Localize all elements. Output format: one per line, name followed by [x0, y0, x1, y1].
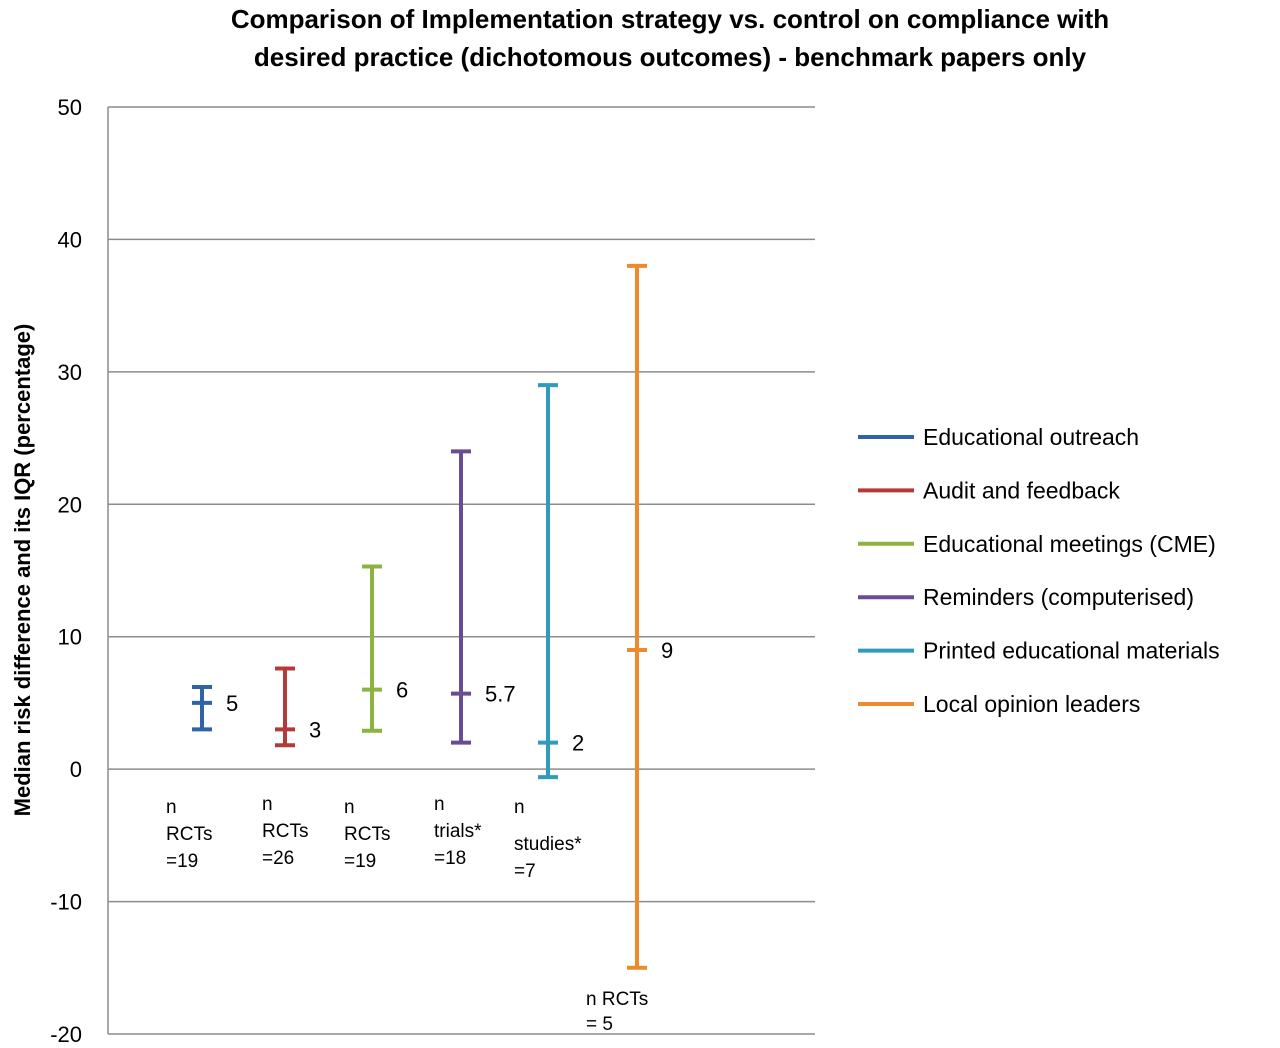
legend-label: Printed educational materials — [923, 638, 1220, 664]
sample-size-label: n — [166, 797, 177, 818]
median-value-label: 5 — [226, 691, 238, 716]
legend-label: Educational outreach — [923, 424, 1139, 450]
median-value-label: 6 — [396, 678, 408, 703]
y-tick-label: 50 — [58, 95, 82, 120]
median-value-label: 5.7 — [485, 682, 516, 707]
y-tick-label: 10 — [58, 625, 82, 650]
error-bar-4: 5.7 n trials* =18 — [434, 449, 516, 869]
error-bar-6: 9 n RCTs = 5 — [586, 263, 673, 1035]
legend-item: Educational meetings (CME) — [858, 531, 1216, 557]
y-tick-label: -20 — [50, 1022, 82, 1047]
y-tick-label: 20 — [58, 492, 82, 517]
legend-item: Audit and feedback — [858, 477, 1120, 503]
error-bar-2: 3 n RCTs =26 — [262, 666, 321, 869]
sample-size-label: = 5 — [586, 1014, 613, 1035]
sample-size-label: studies* — [514, 834, 582, 855]
y-tick-label: 0 — [70, 757, 82, 782]
y-tick-label: 30 — [58, 360, 82, 385]
legend-item: Educational outreach — [858, 424, 1139, 450]
chart-title: Comparison of Implementation strategy vs… — [0, 0, 1280, 76]
y-axis-label-group: Median risk difference and its IQR (perc… — [10, 324, 35, 817]
median-value-label: 3 — [309, 717, 321, 742]
legend-label: Educational meetings (CME) — [923, 531, 1216, 557]
sample-size-label: =19 — [166, 851, 198, 872]
error-bars: 5 n RCTs =19 3 n RCTs =26 6 n RCTs =19 5.7 n trials* =1… — [166, 263, 673, 1035]
legend-label: Reminders (computerised) — [923, 584, 1194, 610]
median-value-label: 9 — [661, 638, 673, 663]
chart-title-line-1: Comparison of Implementation strategy vs… — [230, 4, 1110, 34]
legend-item: Reminders (computerised) — [858, 584, 1194, 610]
sample-size-label: n — [514, 797, 525, 818]
sample-size-label: RCTs — [166, 824, 212, 845]
legend-item: Printed educational materials — [858, 638, 1220, 664]
chart-title-line-2: desired practice (dichotomous outcomes) … — [253, 42, 1087, 72]
error-bar-5: 2 n studies* =7 — [514, 383, 584, 882]
legend-item: Local opinion leaders — [858, 691, 1140, 717]
y-tick-label: 40 — [58, 227, 82, 252]
y-tick-labels: 50 40 30 20 10 0 -10 -20 — [50, 95, 82, 1047]
legend-label: Local opinion leaders — [923, 691, 1140, 717]
sample-size-label: trials* — [434, 821, 482, 842]
y-axis-label: Median risk difference and its IQR (perc… — [10, 324, 35, 817]
median-value-label: 2 — [572, 731, 584, 756]
sample-size-label: n RCTs — [586, 989, 648, 1010]
error-bar-3: 6 n RCTs =19 — [344, 564, 408, 872]
sample-size-label: =26 — [262, 848, 294, 869]
sample-size-label: =18 — [434, 848, 466, 869]
sample-size-label: n — [344, 797, 355, 818]
sample-size-label: =7 — [514, 861, 536, 882]
gridlines — [107, 106, 815, 1035]
sample-size-label: n — [262, 794, 273, 815]
sample-size-label: RCTs — [262, 821, 308, 842]
sample-size-label: RCTs — [344, 824, 390, 845]
error-bar-1: 5 n RCTs =19 — [166, 685, 238, 872]
sample-size-label: n — [434, 794, 445, 815]
sample-size-label: =19 — [344, 851, 376, 872]
legend: Educational outreach Audit and feedback Ed… — [858, 424, 1220, 717]
legend-label: Audit and feedback — [923, 477, 1120, 503]
y-tick-label: -10 — [50, 890, 82, 915]
